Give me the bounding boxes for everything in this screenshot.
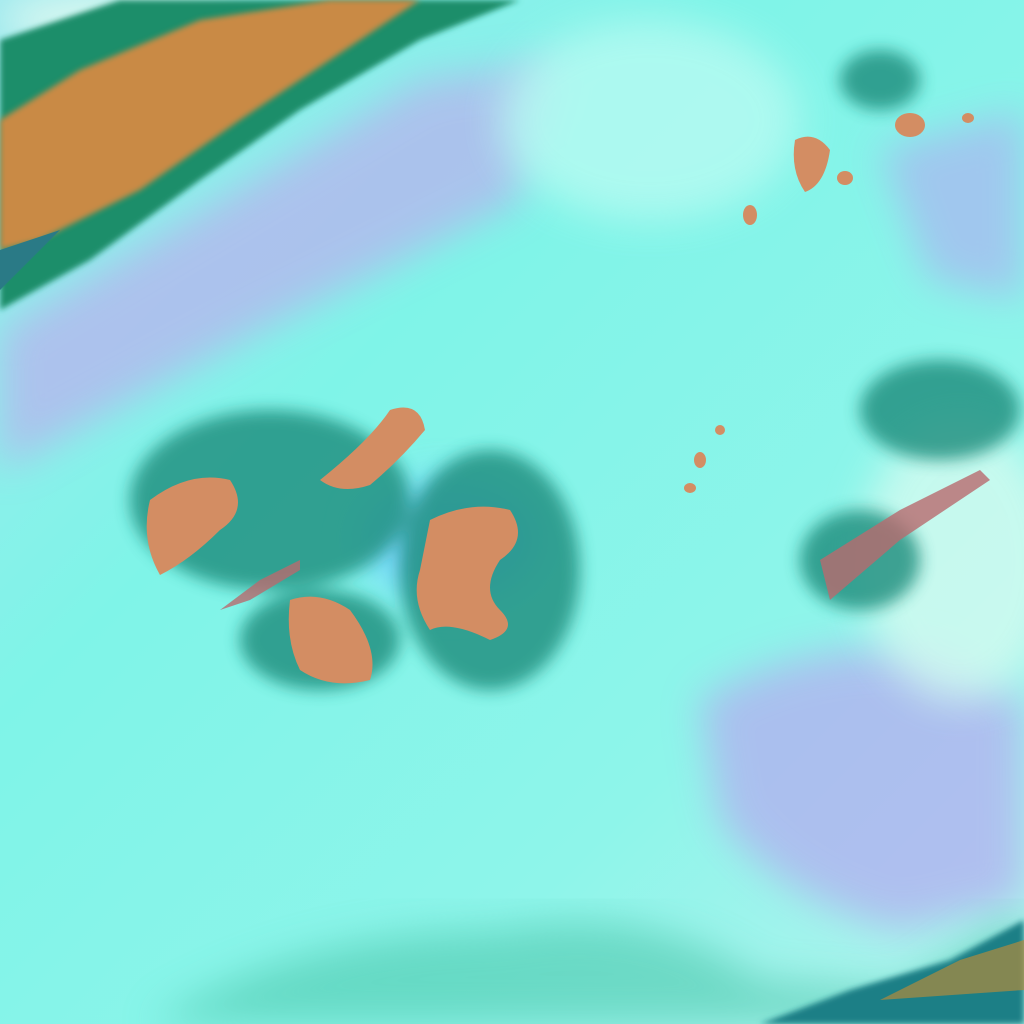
terrain-ridge-top-left: [0, 0, 520, 310]
terrain-ridge-bottom: [150, 910, 1024, 1024]
terrain-patches: [130, 50, 1020, 690]
haze-regions: [0, 60, 1024, 930]
